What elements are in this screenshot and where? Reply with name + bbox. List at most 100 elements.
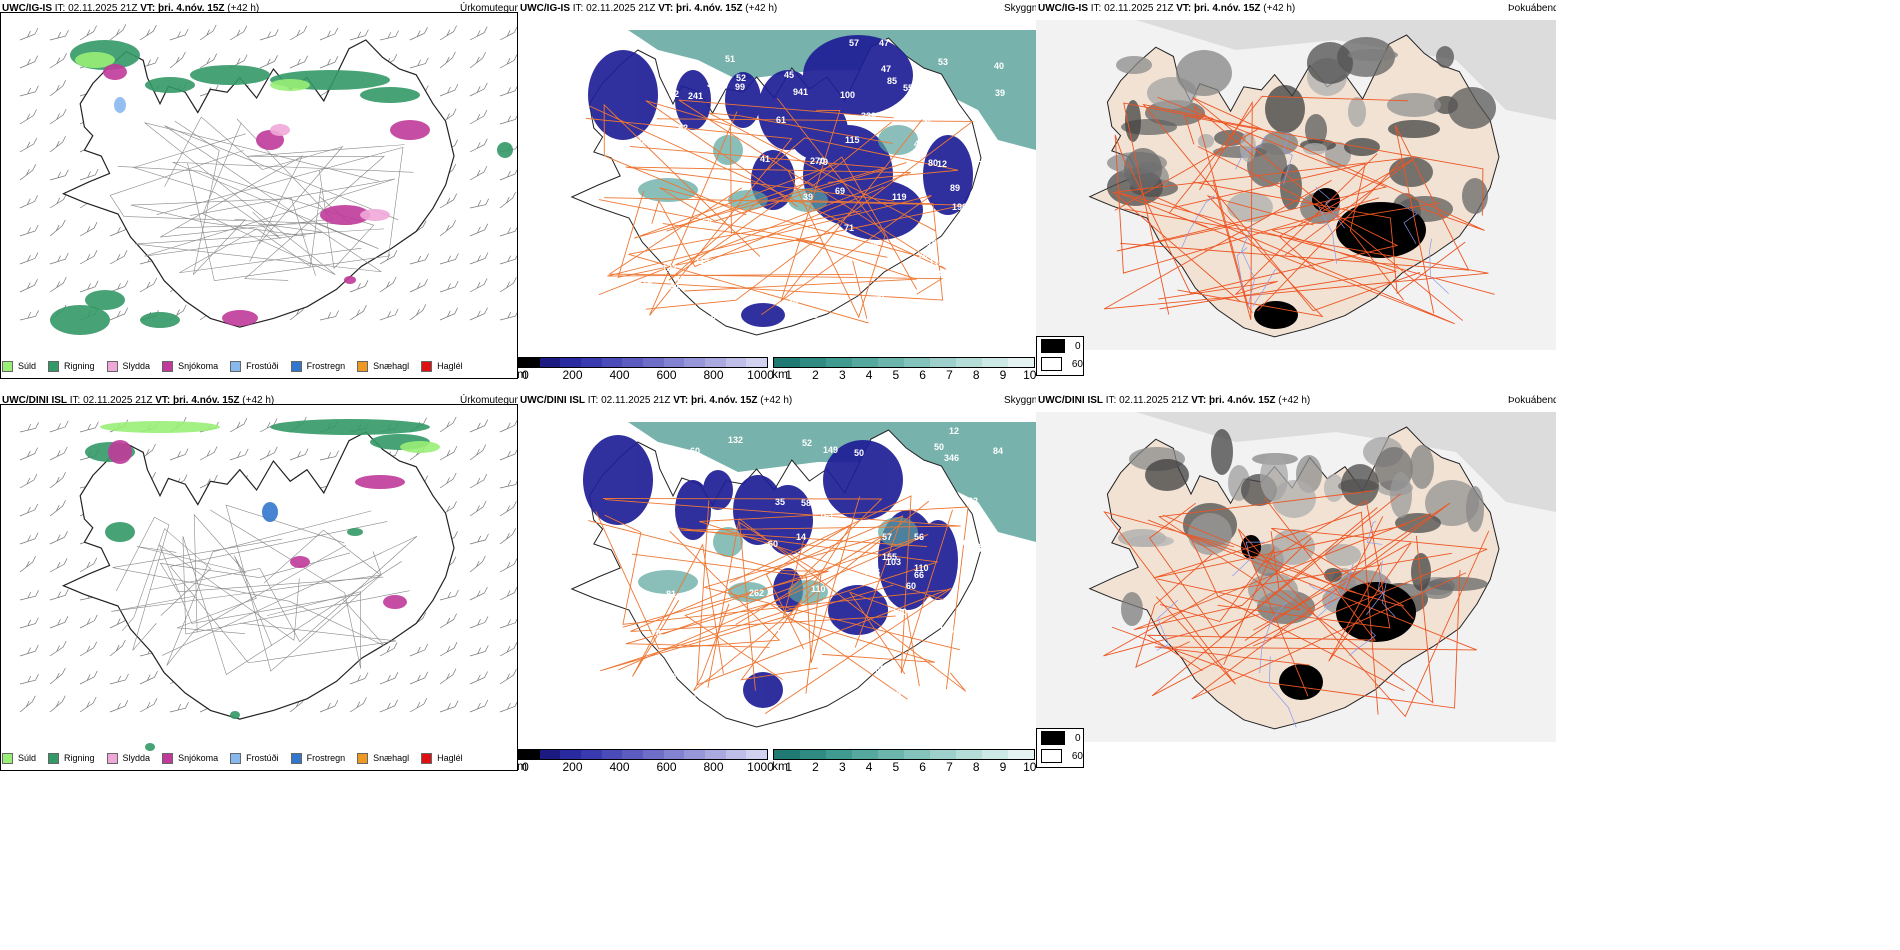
terrain-patch	[1211, 429, 1233, 475]
wind-barb	[169, 702, 189, 713]
cloud-title: Þokuábendi	[1508, 3, 1556, 14]
wind-barb	[79, 614, 98, 629]
wind-barb	[469, 51, 486, 69]
wind-barb	[289, 448, 309, 461]
wind-barb	[49, 135, 66, 153]
terrain-patch	[1214, 130, 1246, 146]
wind-barb	[499, 447, 518, 461]
wind-barb	[499, 277, 517, 293]
wind-barb	[469, 645, 489, 657]
visibility-label: 51	[866, 317, 876, 327]
wind-barb	[379, 642, 398, 657]
wind-barb	[469, 223, 489, 237]
road	[651, 186, 885, 268]
legend-swatch	[2, 752, 13, 764]
river	[1259, 601, 1287, 674]
colorbar-tick: 4	[865, 760, 873, 772]
low-visibility-area	[833, 180, 923, 240]
colorbar-segment	[539, 750, 561, 759]
m-colorbar	[518, 749, 768, 760]
visibility-label: 75	[729, 307, 739, 317]
wind-barb	[409, 671, 429, 685]
colorbar-tick: 600	[656, 368, 677, 380]
colorbar-segment	[663, 358, 685, 367]
river	[1181, 195, 1216, 248]
precip-area	[400, 441, 440, 453]
legend-item: 60	[1037, 355, 1083, 373]
visibility-label: 58	[801, 498, 811, 508]
wind-barb	[379, 250, 398, 265]
visibility-label: 14	[796, 532, 806, 542]
visibility-label: 56	[875, 664, 885, 674]
visibility-label: 79	[651, 628, 661, 638]
river-network	[1181, 132, 1449, 308]
sea-haze	[1136, 20, 1556, 120]
wind-barb	[439, 613, 457, 629]
visibility-label: 161	[819, 511, 834, 521]
colorbar-segment	[622, 750, 644, 759]
colorbar-tick: 10	[1023, 368, 1036, 380]
visibility-label: 92	[678, 123, 688, 133]
river	[1252, 269, 1277, 307]
visibility-label: 119	[892, 192, 907, 202]
wind-barb	[49, 276, 67, 293]
wind-barb	[319, 699, 339, 713]
wind-barb	[469, 26, 488, 41]
river	[1283, 132, 1293, 185]
wind-barb	[499, 586, 518, 601]
visibility-label: 52	[669, 89, 679, 99]
precip-area	[105, 522, 135, 542]
visibility-label: 110	[811, 584, 826, 594]
mist-area	[713, 527, 743, 557]
legend-swatch	[106, 360, 118, 372]
visibility-label: 142	[943, 122, 958, 132]
visibility-title: Skyggni	[1004, 3, 1036, 14]
terrain-patch	[1448, 87, 1496, 129]
wind-barb	[439, 25, 457, 41]
road	[1177, 195, 1324, 318]
precip-area	[114, 97, 126, 113]
visibility-label: 100	[840, 90, 855, 100]
wind-barb	[499, 479, 518, 489]
colorbar-segment	[800, 358, 826, 367]
visibility-label: 140	[976, 154, 991, 164]
wind-barb	[49, 108, 67, 125]
wind-barb	[319, 27, 339, 41]
colorbar-segment	[705, 358, 726, 367]
wind-barb	[469, 109, 488, 125]
road	[708, 112, 937, 232]
wind-barb	[469, 500, 487, 517]
cloud-map	[1036, 20, 1556, 350]
legend-item: Snjókoma	[162, 360, 218, 372]
visibility-label: 86	[959, 538, 969, 548]
road	[598, 166, 911, 296]
terrain-patch	[1388, 120, 1440, 138]
wind-barb	[439, 589, 459, 601]
legend-item: Súld	[2, 752, 36, 764]
precip-area	[140, 312, 180, 328]
terrain-patch	[1198, 134, 1214, 148]
colorbar-segment	[982, 358, 1008, 367]
wind-barb	[19, 195, 38, 209]
visibility-label: 190	[952, 202, 967, 212]
colorbar-segment	[601, 358, 623, 367]
terrain-patch	[1145, 459, 1189, 491]
wind-barb	[19, 503, 39, 517]
visibility-label: 922	[877, 303, 892, 313]
visibility-label: 58	[973, 542, 983, 552]
visibility-label: 55	[903, 83, 913, 93]
precip-area	[383, 595, 407, 609]
visibility-label: 44	[928, 76, 938, 86]
wind-barb	[409, 697, 428, 713]
road	[1270, 531, 1434, 704]
terrain-patch	[1128, 535, 1174, 547]
road-network	[585, 98, 974, 324]
road	[782, 537, 936, 663]
colorbar-segment	[725, 358, 747, 367]
colorbar-tick: 6	[919, 760, 926, 772]
visibility-label: 79	[635, 675, 645, 685]
terrain-patch	[1425, 480, 1479, 526]
wind-barb	[19, 447, 39, 461]
mist-area	[788, 188, 828, 212]
visibility-label: 99	[735, 82, 745, 92]
